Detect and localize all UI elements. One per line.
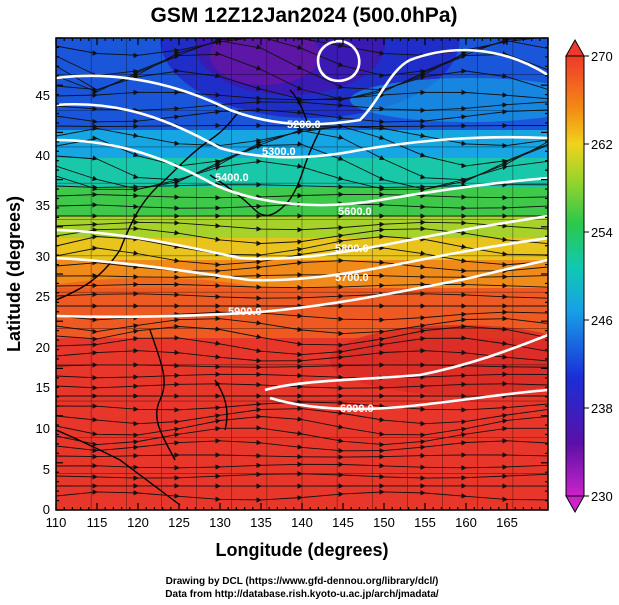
y-tick-label: 0	[43, 502, 50, 517]
x-tick-label: 155	[414, 515, 436, 530]
streamline	[56, 257, 548, 274]
y-tick-label: 35	[36, 198, 50, 213]
colorbar-label: 270	[591, 49, 613, 64]
contour-label: 5400.0	[215, 172, 249, 184]
y-tick-label: 5	[43, 462, 50, 477]
y-tick-label: 20	[36, 340, 50, 355]
streamline	[56, 182, 548, 191]
axis-ticks	[55, 37, 549, 511]
y-tick-label: 15	[36, 380, 50, 395]
streamline	[56, 471, 548, 481]
streamline	[56, 107, 548, 125]
contour-label: 5900.0	[228, 306, 262, 318]
colorbar-max-arrow	[565, 38, 585, 57]
x-tick-label: 135	[250, 515, 272, 530]
colorbar-label: 262	[591, 137, 613, 152]
y-tick-label: 25	[36, 289, 50, 304]
streamline	[56, 461, 548, 471]
streamline	[56, 362, 548, 370]
streamline	[56, 281, 548, 291]
x-tick-labels: 110 115 120 125 130 135 140 145 150 155 …	[46, 515, 518, 530]
x-tick-label: 165	[496, 515, 518, 530]
colorbar-label: 254	[591, 225, 613, 240]
streamline	[56, 438, 548, 454]
contour-label: 6000.0	[340, 403, 374, 415]
contour-label: 5600.0	[338, 206, 372, 218]
colorbar-label: 238	[591, 401, 613, 416]
contour-label: 5300.0	[262, 146, 296, 158]
y-tick-label: 45	[36, 88, 50, 103]
x-axis-title: Longitude (degrees)	[215, 540, 388, 560]
contour-label: 5200.0	[287, 119, 321, 131]
x-tick-label: 115	[87, 515, 108, 530]
y-tick-label: 40	[36, 148, 50, 163]
streamline	[56, 347, 548, 364]
colorbar-min-arrow	[565, 495, 585, 514]
colorbar-gradient	[565, 55, 585, 497]
streamline	[56, 489, 548, 503]
y-tick-label: 10	[36, 421, 50, 436]
colorbar: 270 262 254 246 238 230	[565, 38, 613, 514]
x-tick-label: 130	[209, 515, 231, 530]
y-tick-label: 30	[36, 249, 50, 264]
colorbar-label: 230	[591, 489, 613, 504]
coastlines	[56, 89, 321, 506]
x-tick-label: 110	[46, 515, 67, 530]
streamline	[56, 191, 548, 201]
x-tick-label: 160	[455, 515, 477, 530]
colorbar-label: 246	[591, 313, 613, 328]
streamline	[56, 371, 548, 381]
contour-labels: 5200.0 5300.0 5400.0 5600.0 5800.0 5700.…	[215, 119, 374, 415]
y-tick-labels: 0 5 10 15 20 25 30 35 40 45	[36, 88, 50, 517]
streamline	[56, 381, 548, 391]
x-tick-label: 145	[332, 515, 354, 530]
streamline	[56, 291, 548, 301]
streamline	[56, 272, 548, 281]
x-tick-label: 150	[373, 515, 395, 530]
height-contours	[56, 39, 548, 411]
x-tick-label: 125	[168, 515, 190, 530]
contour-label: 5800.0	[335, 243, 369, 255]
x-tick-label: 120	[127, 515, 149, 530]
credit-drawing: Drawing by DCL (https://www.gfd-dennou.o…	[166, 576, 439, 587]
streamline	[56, 452, 548, 460]
credit-data: Data from http://database.rish.kyoto-u.a…	[165, 589, 439, 600]
x-tick-label: 140	[291, 515, 313, 530]
y-axis-title: Latitude (degrees)	[4, 196, 24, 352]
map-title: GSM 12Z12Jan2024 (500.0hPa)	[150, 4, 457, 27]
contour-label: 5700.0	[335, 272, 369, 284]
wind-streamlines	[56, 38, 548, 503]
